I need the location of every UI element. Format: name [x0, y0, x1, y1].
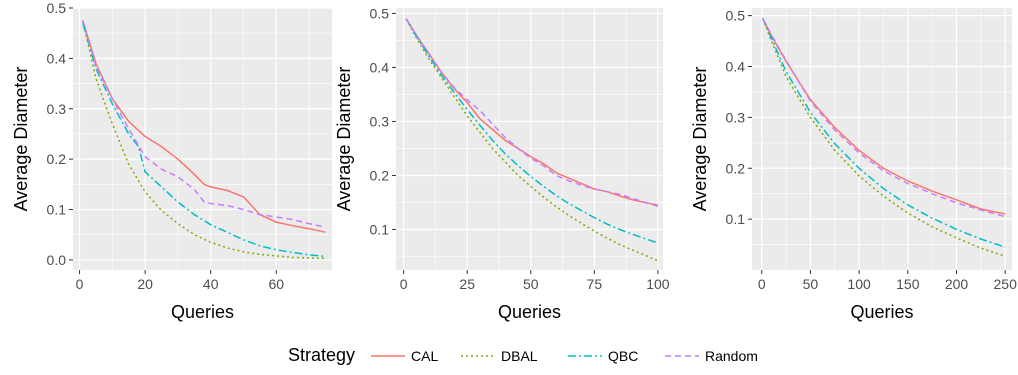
y-tick-label: 0.3 [47, 101, 67, 117]
legend-label-cal: CAL [411, 348, 438, 364]
panel-background [752, 8, 1012, 270]
chart-panel-2: 0 25 50 75 100 0.1 0.2 0.3 0.4 0.5 Queries Average … [334, 5, 670, 322]
series-line-dbal [761, 17, 1006, 258]
legend-label-random: Random [705, 348, 758, 364]
legend-label-qbc: QBC [608, 348, 638, 364]
y-axis-title: Average Diameter [334, 67, 354, 212]
y-tick-label: 0.4 [726, 59, 746, 75]
legend-title: Strategy [288, 345, 355, 365]
y-tick-label: 0.2 [370, 167, 390, 183]
y-tick-label: 0.4 [370, 59, 390, 75]
y-tick-label: 0.5 [370, 5, 390, 21]
y-axis-title: Average Diameter [690, 67, 710, 212]
series-line-random [405, 18, 659, 208]
legend-label-dbal: DBAL [501, 348, 538, 364]
y-tick-label: 0.2 [47, 151, 67, 167]
x-axis-title: Queries [171, 302, 234, 322]
x-tick-label: 50 [803, 276, 819, 292]
series-line-dbal [405, 18, 659, 262]
series-line-qbc [82, 22, 326, 258]
x-tick-label: 60 [268, 276, 284, 292]
y-tick-label: 0.1 [726, 211, 746, 227]
y-tick-label: 0.5 [726, 8, 746, 24]
y-tick-label: 0.1 [370, 221, 390, 237]
x-tick-label: 50 [523, 276, 539, 292]
panel-background [396, 8, 663, 270]
x-tick-label: 75 [587, 276, 603, 292]
x-tick-label: 200 [945, 276, 969, 292]
x-tick-label: 20 [137, 276, 153, 292]
series-line-qbc [762, 17, 1006, 248]
x-tick-label: 0 [76, 276, 84, 292]
series-line-random [82, 20, 326, 228]
y-tick-label: 0.5 [47, 0, 67, 16]
legend: Strategy CAL DBAL QBC Random [288, 345, 758, 365]
x-tick-label: 25 [459, 276, 475, 292]
y-tick-label: 0.0 [47, 252, 67, 268]
y-tick-label: 0.3 [726, 109, 746, 125]
chart-panel-3: 0 50 100 150 200 250 0.1 0.2 0.3 0.4 0.5 Queries Ave… [690, 8, 1017, 322]
y-tick-label: 0.4 [47, 50, 67, 66]
y-axis-title: Average Diameter [11, 67, 31, 212]
x-tick-label: 0 [758, 276, 766, 292]
y-tick-label: 0.2 [726, 160, 746, 176]
x-axis-title: Queries [850, 302, 913, 322]
y-tick-label: 0.1 [47, 202, 67, 218]
y-tick-label: 0.3 [370, 113, 390, 129]
panel-background [73, 8, 332, 270]
x-tick-label: 0 [400, 276, 408, 292]
x-axis-title: Queries [498, 302, 561, 322]
series-line-random [762, 17, 1006, 218]
chart-panel-1: 0 20 40 60 0.0 0.1 0.2 0.3 0.4 0.5 Queries Average … [11, 0, 332, 322]
series-line-cal [82, 20, 326, 233]
x-tick-label: 40 [203, 276, 219, 292]
x-tick-label: 100 [646, 276, 670, 292]
x-tick-label: 100 [847, 276, 871, 292]
x-tick-label: 250 [994, 276, 1018, 292]
x-tick-label: 150 [896, 276, 920, 292]
